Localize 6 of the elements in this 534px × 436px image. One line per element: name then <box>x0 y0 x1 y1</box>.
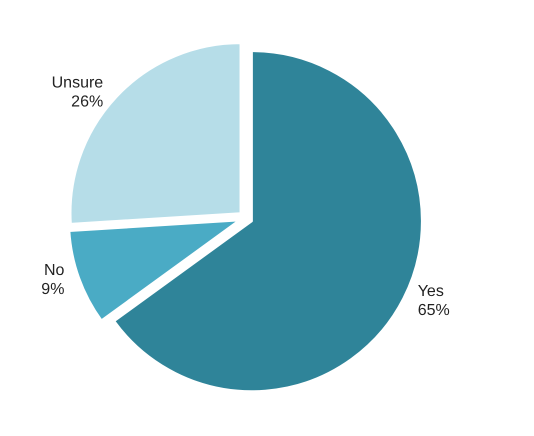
slice-label: No <box>44 262 65 280</box>
data-label: 65% <box>418 302 450 320</box>
slice-label: Yes <box>418 283 444 300</box>
data-label: 26% <box>71 94 104 111</box>
slice-label: Unsure <box>52 74 104 92</box>
data-label: 9% <box>41 281 64 298</box>
